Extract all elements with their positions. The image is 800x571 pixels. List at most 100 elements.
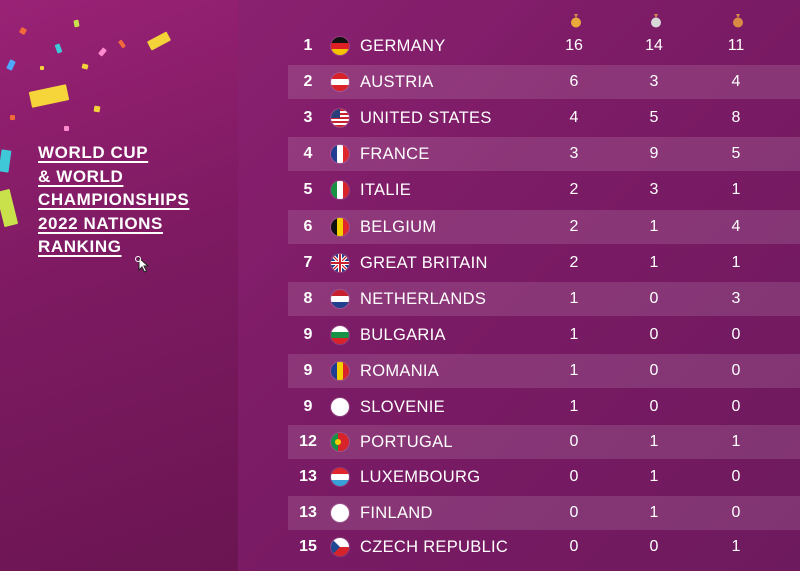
country-cell: ITALIE [360,181,412,199]
bronze-count-cell: 8 [731,109,741,126]
country-cell: BELGIUM [360,218,437,236]
title-line: CHAMPIONSHIPS [38,190,190,209]
rank-cell: 2 [303,73,313,90]
rank-cell: 5 [303,181,313,198]
confetti-decoration [0,188,19,228]
confetti-decoration [81,63,89,70]
gold-count-cell: 0 [569,504,579,521]
silver-count-cell: 0 [649,398,659,415]
confetti-decoration [6,59,16,71]
united-states-flag-icon [331,109,349,127]
confetti-decoration [54,43,63,54]
bronze-medal-column-header [731,14,745,28]
bronze-count-cell: 1 [731,433,741,450]
country-cell: AUSTRIA [360,73,434,91]
confetti-decoration [40,66,44,70]
silver-count-cell: 0 [649,538,659,555]
gold-count-cell: 2 [569,181,579,198]
country-cell: NETHERLANDS [360,290,487,308]
france-flag-icon [331,145,349,163]
table-row: 5 ITALIE 2 3 1 [288,173,800,207]
rank-cell: 13 [299,504,317,521]
gold-count-cell: 2 [569,254,579,271]
rank-cell: 15 [299,538,317,555]
country-cell: UNITED STATES [360,109,492,127]
silver-count-cell: 14 [645,37,663,54]
rank-cell: 7 [303,254,313,271]
table-row: 15 CZECH REPUBLIC 0 0 1 [288,530,800,564]
gold-count-cell: 0 [569,468,579,485]
table-row: 4 FRANCE 3 9 5 [288,137,800,171]
silver-count-cell: 1 [649,218,659,235]
rank-cell: 9 [303,398,313,415]
table-row: 9 ROMANIA 1 0 0 [288,354,800,388]
table-row: 3 UNITED STATES 4 5 8 [288,101,800,135]
bronze-count-cell: 1 [731,181,741,198]
silver-medal-icon [651,14,661,28]
gold-count-cell: 3 [569,145,579,162]
gold-count-cell: 1 [569,398,579,415]
confetti-decoration [0,149,12,173]
gold-count-cell: 6 [569,73,579,90]
silver-count-cell: 3 [649,181,659,198]
title-panel: WORLD CUP & WORLD CHAMPIONSHIPS 2022 NAT… [0,0,238,571]
rank-cell: 3 [303,109,313,126]
luxembourg-flag-icon [331,468,349,486]
title-line: RANKING [38,237,122,256]
gold-count-cell: 0 [569,538,579,555]
table-row: 8 NETHERLANDS 1 0 3 [288,282,800,316]
gold-count-cell: 2 [569,218,579,235]
confetti-decoration [18,26,28,36]
country-cell: CZECH REPUBLIC [360,538,509,556]
gold-count-cell: 16 [565,37,583,54]
page-title: WORLD CUP & WORLD CHAMPIONSHIPS 2022 NAT… [38,141,233,259]
bronze-count-cell: 0 [731,468,741,485]
table-row: 6 BELGIUM 2 1 4 [288,210,800,244]
silver-count-cell: 1 [649,468,659,485]
country-cell: SLOVENIE [360,398,445,416]
gold-count-cell: 0 [569,433,579,450]
bronze-count-cell: 0 [731,326,741,343]
table-row: 13 LUXEMBOURG 0 1 0 [288,460,800,494]
bronze-count-cell: 0 [731,398,741,415]
confetti-decoration [73,19,80,28]
bronze-count-cell: 3 [731,290,741,307]
table-row: 1 GERMANY 16 14 11 [288,29,800,63]
gold-count-cell: 1 [569,362,579,379]
bronze-count-cell: 0 [731,504,741,521]
confetti-decoration [28,84,70,108]
italy-flag-icon [331,181,349,199]
country-cell: PORTUGAL [360,433,453,451]
country-cell: ROMANIA [360,362,440,380]
bronze-count-cell: 4 [731,218,741,235]
title-line: & WORLD [38,166,124,186]
silver-count-cell: 0 [649,290,659,307]
great-britain-flag-icon [331,254,349,272]
silver-count-cell: 1 [649,254,659,271]
silver-count-cell: 5 [649,109,659,126]
table-row: 13 FINLAND 0 1 0 [288,496,800,530]
country-cell: BULGARIA [360,326,446,344]
country-cell: GREAT BRITAIN [360,254,488,272]
rank-cell: 13 [299,468,317,485]
title-line: WORLD CUP [38,143,149,162]
mouse-cursor-icon [135,256,150,273]
silver-count-cell: 0 [649,326,659,343]
rank-cell: 12 [299,433,317,450]
confetti-decoration [64,126,69,131]
country-cell: FRANCE [360,145,430,163]
table-row: 12 PORTUGAL 0 1 1 [288,425,800,459]
country-cell: LUXEMBOURG [360,468,481,486]
table-row: 9 SLOVENIE 1 0 0 [288,390,800,424]
rank-cell: 8 [303,290,313,307]
confetti-decoration [10,115,15,120]
gold-count-cell: 4 [569,109,579,126]
table-row: 9 BULGARIA 1 0 0 [288,318,800,352]
title-line: 2022 NATIONS [38,213,163,233]
gold-medal-icon [571,14,581,28]
confetti-decoration [93,105,101,113]
bronze-count-cell: 1 [731,538,741,555]
rank-cell: 6 [303,218,313,235]
bulgaria-flag-icon [331,326,349,344]
bronze-count-cell: 4 [731,73,741,90]
